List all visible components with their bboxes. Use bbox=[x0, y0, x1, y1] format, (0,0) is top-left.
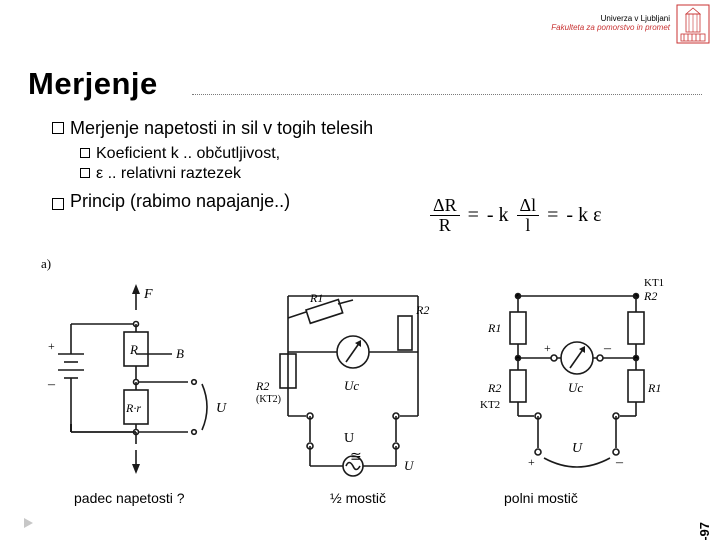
frac-dr-r: ΔR R bbox=[430, 196, 460, 235]
caption-b: ½ mostič bbox=[330, 490, 386, 506]
svg-text:Uc: Uc bbox=[344, 378, 359, 393]
svg-text:B: B bbox=[176, 346, 184, 361]
svg-text:+: + bbox=[544, 341, 551, 355]
bullet-square-icon bbox=[52, 198, 64, 210]
bullet-1-text: Merjenje napetosti in sil v togih telesi… bbox=[70, 118, 373, 139]
formula: ΔR R = - k Δl l = - k ε bbox=[430, 196, 601, 235]
svg-text:R2: R2 bbox=[643, 289, 657, 303]
svg-text:KT1: KT1 bbox=[644, 277, 664, 289]
frac-dl-l: Δl l bbox=[517, 196, 540, 235]
bullet-1: Merjenje napetosti in sil v togih telesi… bbox=[52, 118, 672, 139]
svg-text:–: – bbox=[615, 455, 624, 470]
bullet-2-text: Princip (rabimo napajanje..) bbox=[70, 191, 290, 212]
bullet-square-icon bbox=[80, 148, 90, 158]
bullet-1a-text: Koeficient k .. občutljivost, bbox=[96, 145, 280, 163]
caption-c: polni mostič bbox=[504, 490, 578, 506]
svg-text:R2: R2 bbox=[255, 379, 269, 393]
svg-text:U: U bbox=[216, 401, 227, 416]
svg-text:Uc: Uc bbox=[568, 380, 583, 395]
caption-a: padec napetosti ? bbox=[74, 490, 185, 506]
slide-title: Merjenje bbox=[28, 66, 158, 102]
title-rule bbox=[192, 94, 702, 95]
bullet-1a: Koeficient k .. občutljivost, bbox=[80, 145, 672, 163]
logo-text: Univerza v Ljubljani Fakulteta za pomors… bbox=[551, 15, 670, 33]
eq-sign: = bbox=[547, 204, 558, 227]
svg-text:KT2: KT2 bbox=[480, 399, 500, 411]
diagrams-row: a) + – F R bbox=[36, 254, 686, 484]
logo-fac: Fakulteta za pomorstvo in promet bbox=[551, 24, 670, 33]
university-logo: Univerza v Ljubljani Fakulteta za pomors… bbox=[551, 4, 710, 44]
bullet-1b-text: ε .. relativni raztezek bbox=[96, 165, 241, 183]
eq-sign: = bbox=[468, 204, 479, 227]
svg-text:+: + bbox=[528, 455, 535, 469]
svg-text:R1: R1 bbox=[487, 321, 501, 335]
diagram-half-bridge: R1 R2 R2 (KT2) Uc bbox=[248, 266, 458, 481]
svg-text:–: – bbox=[603, 341, 612, 356]
svg-text:–: – bbox=[47, 377, 56, 392]
frac-den: R bbox=[436, 216, 454, 235]
bullet-1b: ε .. relativni raztezek bbox=[80, 165, 672, 183]
diagram-full-bridge: KT1 R2 R1 KT2 R2 bbox=[468, 266, 686, 481]
bullet-square-icon bbox=[80, 168, 90, 178]
frac-num: Δl bbox=[517, 196, 540, 216]
frac-num: ΔR bbox=[430, 196, 460, 216]
side-reference: Valič, str. 77-97 bbox=[697, 522, 712, 540]
bullet-square-icon bbox=[52, 122, 64, 134]
svg-text:U: U bbox=[344, 431, 354, 446]
slide-corner-icon bbox=[24, 518, 33, 528]
svg-text:R1: R1 bbox=[647, 381, 661, 395]
diagram-voltage-drop: a) + – F R bbox=[36, 254, 236, 484]
svg-text:U: U bbox=[404, 458, 415, 473]
svg-text:≅: ≅ bbox=[350, 450, 362, 465]
term-negkeps: - k ε bbox=[566, 204, 601, 227]
svg-text:R1: R1 bbox=[309, 291, 323, 305]
svg-text:U: U bbox=[572, 441, 583, 456]
svg-text:R·r: R·r bbox=[125, 401, 141, 415]
svg-text:(KT2): (KT2) bbox=[256, 394, 281, 405]
svg-text:a): a) bbox=[41, 256, 51, 271]
term-negk: - k bbox=[487, 204, 509, 227]
svg-text:F: F bbox=[143, 287, 153, 302]
svg-text:+: + bbox=[48, 339, 55, 353]
svg-text:R2: R2 bbox=[487, 381, 501, 395]
university-building-icon bbox=[676, 4, 710, 44]
svg-text:R2: R2 bbox=[415, 303, 429, 317]
frac-den: l bbox=[522, 216, 533, 235]
